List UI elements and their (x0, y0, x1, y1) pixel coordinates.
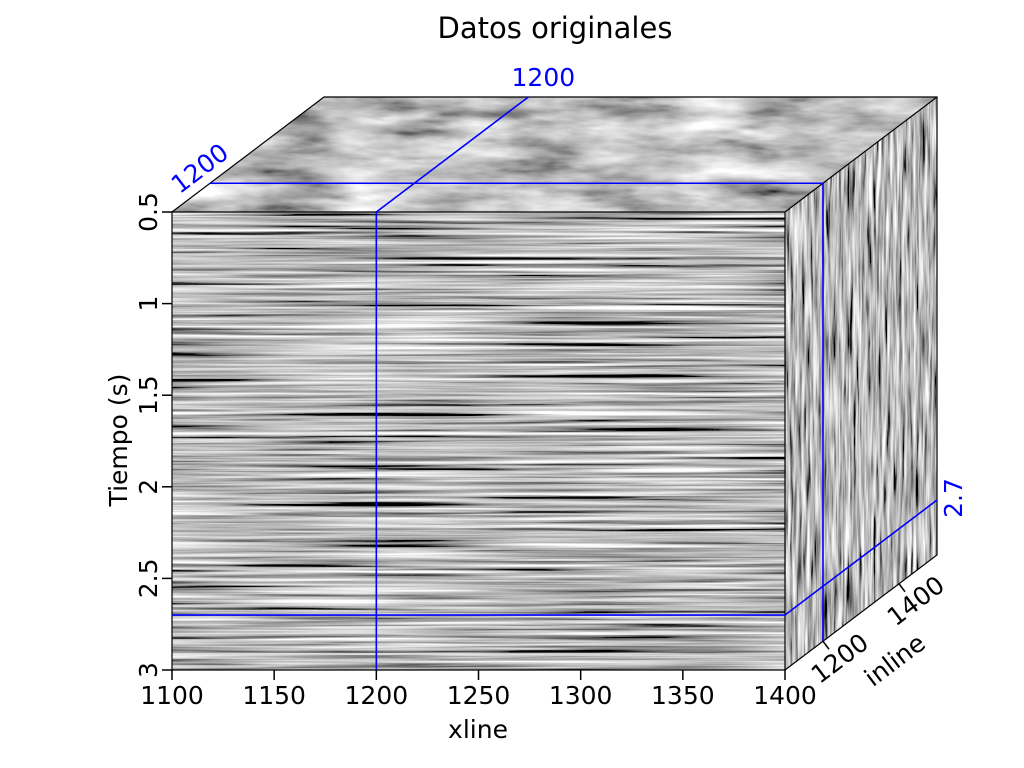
y-tick-label: 2 (134, 479, 163, 495)
time-slice-side (784, 499, 938, 616)
z-tick-mark (822, 640, 830, 650)
x-tick-label: 1200 (345, 681, 409, 710)
x-tick-label: 1300 (549, 681, 613, 710)
y-tick-label: 1 (134, 296, 163, 312)
chart-title: Datos originales (438, 11, 673, 45)
y-axis-label: Tiempo (s) (104, 374, 133, 508)
x-axis-ticks: 1100 1150 1200 1250 1300 1350 1400 (140, 670, 817, 710)
x-tick-label: 1350 (651, 681, 715, 710)
y-tick-label: 2.5 (134, 559, 163, 599)
x-tick-label: 1100 (140, 681, 204, 710)
time-slice-label: 2.7 (939, 478, 968, 518)
z-tick-mark (898, 583, 906, 593)
x-axis-label: xline (448, 715, 508, 744)
front-panel (172, 212, 785, 670)
y-tick-label: 1.5 (134, 375, 163, 415)
y-tick-label: 0.5 (134, 192, 163, 232)
x-tick-label: 1150 (242, 681, 306, 710)
xline-slice-top (375, 96, 529, 213)
z-axis-label: inline (859, 628, 931, 692)
y-tick-label: 3 (134, 662, 163, 678)
xline-slice-label: 1200 (512, 63, 576, 92)
y-axis-ticks: 0.5 1 1.5 2 2.5 3 (134, 192, 172, 678)
x-tick-label: 1250 (447, 681, 511, 710)
x-tick-label: 1400 (753, 681, 817, 710)
